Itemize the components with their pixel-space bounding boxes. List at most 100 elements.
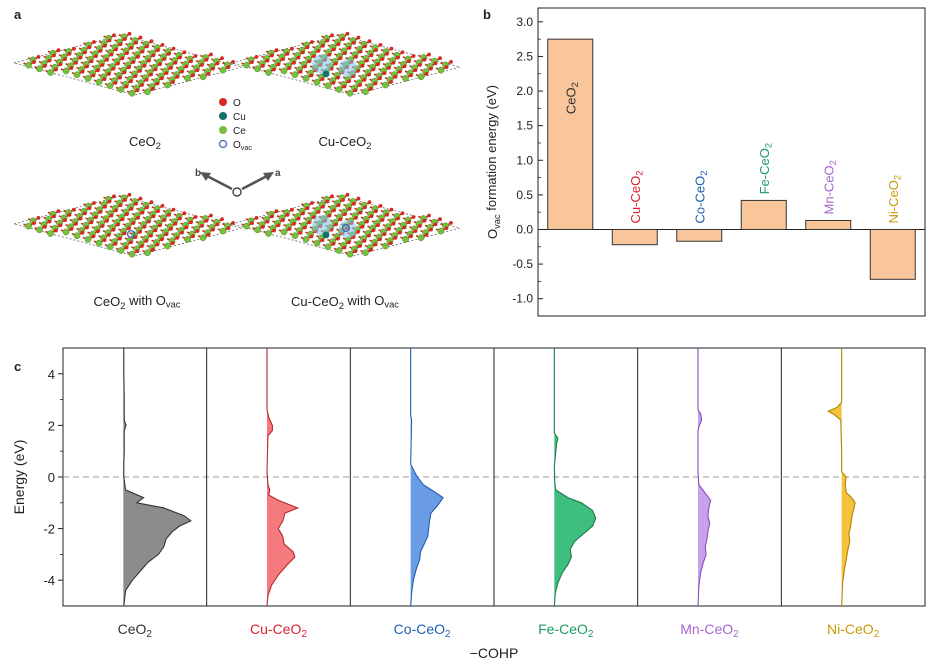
ce-atom bbox=[254, 65, 261, 73]
o-atom bbox=[250, 60, 254, 64]
o-atom bbox=[347, 207, 352, 211]
o-atom bbox=[422, 57, 427, 62]
cohp-line-0 bbox=[123, 348, 192, 607]
o-atom bbox=[100, 224, 105, 228]
o-atom bbox=[142, 63, 147, 68]
ce-atom bbox=[324, 82, 332, 90]
o-atom bbox=[261, 224, 265, 229]
ce-atom bbox=[280, 228, 288, 236]
o-atom bbox=[107, 38, 112, 43]
structure-label-1: Cu-CeO2 bbox=[319, 134, 372, 151]
o-atom bbox=[83, 211, 87, 216]
o-atom bbox=[378, 204, 383, 208]
ce-atom bbox=[313, 239, 321, 247]
cu-atom bbox=[322, 231, 330, 239]
o-atom bbox=[336, 203, 341, 208]
o-atom bbox=[343, 51, 347, 55]
o-atom bbox=[114, 208, 118, 213]
o-atom bbox=[155, 242, 160, 247]
o-atom bbox=[343, 212, 347, 217]
o-atom bbox=[292, 60, 296, 65]
ce-atom bbox=[291, 71, 299, 79]
ce-atom bbox=[36, 226, 43, 234]
y-tick-label: 0 bbox=[48, 470, 55, 485]
ce-atom bbox=[199, 234, 207, 242]
o-atom bbox=[338, 56, 343, 61]
o-atom bbox=[382, 232, 387, 237]
o-atom bbox=[424, 71, 429, 76]
o-atom bbox=[347, 240, 351, 245]
o-atom bbox=[389, 241, 393, 245]
legend-marker bbox=[219, 126, 227, 134]
o-atom bbox=[47, 58, 52, 63]
o-atom bbox=[123, 198, 127, 202]
ce-atom bbox=[219, 66, 227, 74]
o-atom bbox=[325, 199, 330, 204]
o-atom bbox=[153, 228, 158, 233]
o-atom bbox=[449, 60, 453, 64]
cohp-area-3 bbox=[554, 348, 596, 606]
o-atom bbox=[382, 71, 387, 75]
o-atom bbox=[398, 230, 402, 235]
o-atom bbox=[116, 61, 120, 66]
o-atom bbox=[153, 67, 158, 72]
structure-2 bbox=[12, 192, 244, 258]
o-atom bbox=[325, 38, 330, 43]
o-atom bbox=[374, 48, 378, 52]
cohp-area-2 bbox=[410, 348, 444, 606]
o-atom bbox=[389, 207, 394, 212]
cohp-area-4 bbox=[698, 348, 711, 606]
o-atom bbox=[424, 232, 429, 237]
o-atom bbox=[331, 241, 336, 246]
o-atom bbox=[94, 54, 98, 58]
ce-atom bbox=[25, 222, 32, 230]
y-tick-label: 1.5 bbox=[516, 119, 533, 133]
o-atom bbox=[226, 65, 231, 69]
o-atom bbox=[52, 214, 56, 219]
o-atom bbox=[144, 238, 149, 243]
o-atom bbox=[89, 220, 94, 225]
cohp-area-0 bbox=[123, 348, 191, 606]
o-atom bbox=[191, 234, 195, 239]
bar-label-2: Co-CeO2 bbox=[692, 171, 709, 224]
o-atom bbox=[367, 72, 371, 77]
bar-label-1: Cu-CeO2 bbox=[628, 171, 645, 224]
o-atom bbox=[114, 47, 118, 52]
o-atom bbox=[367, 233, 371, 238]
ce-atom bbox=[128, 250, 136, 258]
o-atom bbox=[373, 81, 378, 86]
o-atom bbox=[320, 238, 325, 243]
o-atom bbox=[389, 80, 393, 84]
o-atom bbox=[354, 215, 358, 220]
o-atom bbox=[182, 211, 187, 216]
o-atom bbox=[113, 80, 118, 85]
o-atom bbox=[74, 221, 78, 226]
o-atom bbox=[158, 223, 162, 228]
structure-1 bbox=[230, 31, 462, 97]
o-atom bbox=[385, 51, 389, 56]
o-atom bbox=[138, 35, 143, 40]
o-atom bbox=[149, 72, 153, 77]
o-atom bbox=[316, 49, 321, 53]
structure-label-3: Cu-CeO2 with Ovac bbox=[291, 293, 399, 311]
o-atom bbox=[418, 63, 422, 67]
o-atom bbox=[171, 241, 175, 245]
bar-label-4: Mn-CeO2 bbox=[821, 160, 838, 214]
o-atom bbox=[231, 60, 235, 64]
o-atom bbox=[332, 47, 336, 52]
axis-a-label: a bbox=[275, 168, 281, 179]
ce-atom bbox=[184, 235, 191, 243]
o-atom bbox=[449, 221, 453, 225]
o-atom bbox=[387, 227, 391, 231]
ce-atom bbox=[25, 61, 32, 69]
o-atom bbox=[342, 84, 347, 89]
series-label-0: CeO2 bbox=[118, 621, 153, 640]
o-atom bbox=[67, 213, 72, 217]
o-atom bbox=[321, 43, 325, 48]
o-atom bbox=[347, 79, 351, 84]
o-atom bbox=[378, 237, 382, 242]
o-atom bbox=[371, 67, 376, 72]
o-atom bbox=[352, 201, 356, 206]
o-atom bbox=[402, 64, 407, 69]
o-atom bbox=[133, 74, 138, 78]
